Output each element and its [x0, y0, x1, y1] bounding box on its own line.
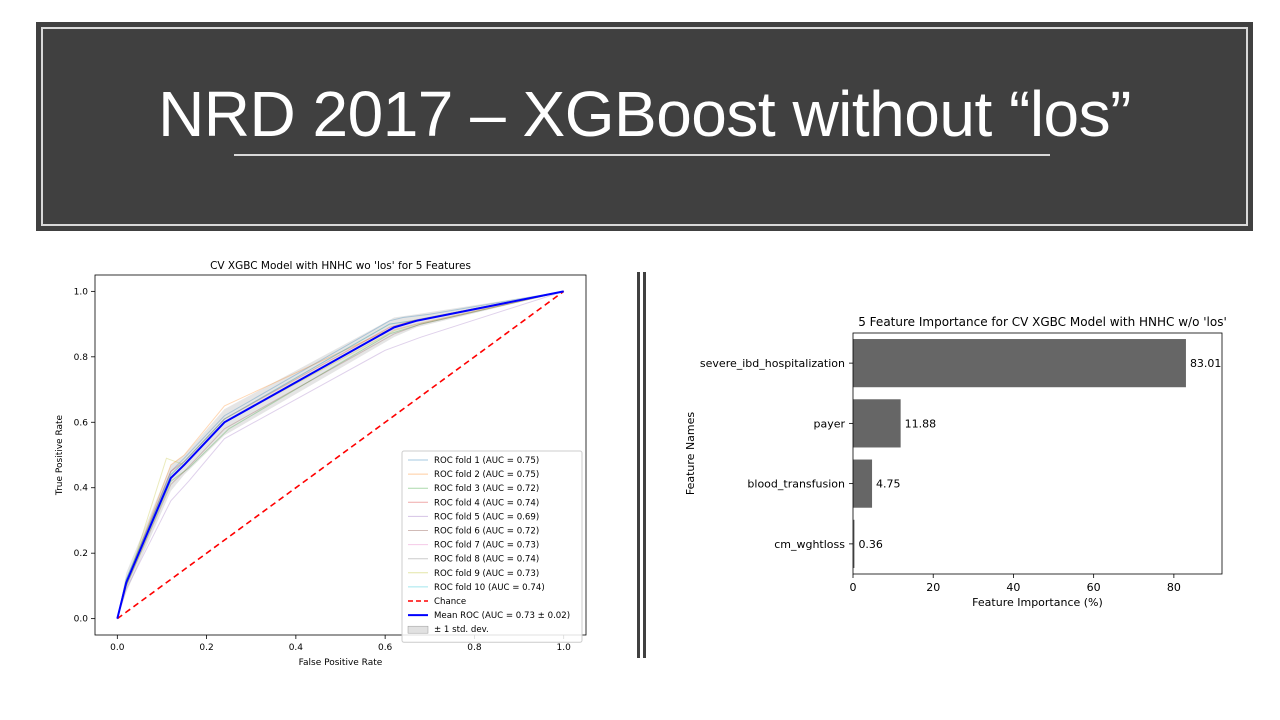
- roc-fold-line: [116, 290, 564, 619]
- importance-bar: [853, 399, 901, 448]
- feature-importance-chart: 5 Feature Importance for CV XGBC Model w…: [684, 315, 1227, 609]
- x-tick-label: 1.0: [557, 643, 572, 653]
- x-tick-label: 0.0: [110, 643, 125, 653]
- importance-bar: [853, 519, 855, 568]
- roc-chart-title: CV XGBC Model with HNHC wo 'los' for 5 F…: [210, 260, 471, 272]
- legend-entry: Chance: [434, 597, 466, 607]
- x-tick-label: 60: [1087, 581, 1101, 594]
- y-tick-label: 0.2: [74, 549, 88, 559]
- roc-fold-line: [116, 290, 564, 619]
- roc-fold-line: [116, 290, 564, 619]
- y-tick-label: 1.0: [74, 287, 89, 297]
- x-tick-label: 0.4: [289, 643, 304, 653]
- x-axis-label: False Positive Rate: [299, 658, 383, 668]
- banner-frame: [41, 27, 1248, 226]
- roc-plot-frame: [94, 274, 587, 636]
- roc-fold-line: [116, 290, 564, 619]
- divider-bar-right: [643, 272, 646, 658]
- x-tick-label: 0.6: [378, 643, 393, 653]
- legend-entry: ROC fold 1 (AUC = 0.75): [434, 456, 539, 466]
- legend-entry: ROC fold 7 (AUC = 0.73): [434, 541, 539, 551]
- legend-entry: Mean ROC (AUC = 0.73 ± 0.02): [434, 611, 570, 621]
- legend-entry: ROC fold 3 (AUC = 0.72): [434, 484, 539, 494]
- importance-bar: [853, 339, 1186, 388]
- x-tick-label: 0.2: [199, 643, 213, 653]
- legend-entry: ROC fold 2 (AUC = 0.75): [434, 470, 539, 480]
- x-tick-label: 0.8: [467, 643, 482, 653]
- fi-plot-frame: [852, 332, 1223, 575]
- fi-chart-title: 5 Feature Importance for CV XGBC Model w…: [858, 315, 1227, 329]
- y-axis-label: Feature Names: [684, 412, 697, 496]
- slide-title: NRD 2017 – XGBoost without “los”: [158, 78, 1131, 150]
- roc-fold-line: [116, 290, 564, 619]
- bar-value-label: 11.88: [905, 417, 937, 430]
- feature-name-label: payer: [813, 417, 845, 430]
- x-tick-label: 0: [850, 581, 857, 594]
- feature-name-label: cm_wghtloss: [774, 538, 845, 551]
- roc-legend-box: [401, 450, 583, 643]
- y-tick-label: 0.0: [74, 615, 89, 625]
- legend-entry: ROC fold 6 (AUC = 0.72): [434, 527, 539, 537]
- divider-bar-left: [637, 272, 640, 658]
- y-tick-label: 0.4: [74, 484, 89, 494]
- double-divider: [637, 272, 647, 658]
- legend-swatch: [407, 625, 429, 634]
- chance-line: [116, 290, 565, 620]
- legend-entry: ROC fold 8 (AUC = 0.74): [434, 555, 539, 565]
- title-underline: [234, 154, 1050, 156]
- feature-name-label: blood_transfusion: [747, 478, 845, 491]
- x-tick-label: 20: [926, 581, 940, 594]
- x-axis-label: Feature Importance (%): [972, 596, 1103, 609]
- x-tick-label: 40: [1006, 581, 1020, 594]
- legend-entry: ± 1 std. dev.: [434, 625, 489, 635]
- bar-value-label: 4.75: [876, 478, 901, 491]
- feature-name-label: severe_ibd_hospitalization: [700, 357, 845, 370]
- y-tick-label: 0.8: [74, 353, 89, 363]
- legend-entry: ROC fold 4 (AUC = 0.74): [434, 498, 539, 508]
- bar-value-label: 83.01: [1190, 357, 1222, 370]
- bar-value-label: 0.36: [858, 538, 883, 551]
- legend-entry: ROC fold 10 (AUC = 0.74): [434, 583, 545, 593]
- mean-roc-line: [116, 290, 564, 619]
- importance-bar: [853, 459, 873, 508]
- roc-fold-line: [116, 290, 564, 619]
- y-axis-label: True Positive Rate: [55, 414, 65, 496]
- x-tick-label: 80: [1167, 581, 1181, 594]
- title-banner: NRD 2017 – XGBoost without “los”: [36, 22, 1253, 231]
- roc-chart: CV XGBC Model with HNHC wo 'los' for 5 F…: [55, 260, 587, 668]
- y-tick-label: 0.6: [74, 418, 89, 428]
- legend-entry: ROC fold 5 (AUC = 0.69): [434, 512, 539, 522]
- legend-entry: ROC fold 9 (AUC = 0.73): [434, 569, 539, 579]
